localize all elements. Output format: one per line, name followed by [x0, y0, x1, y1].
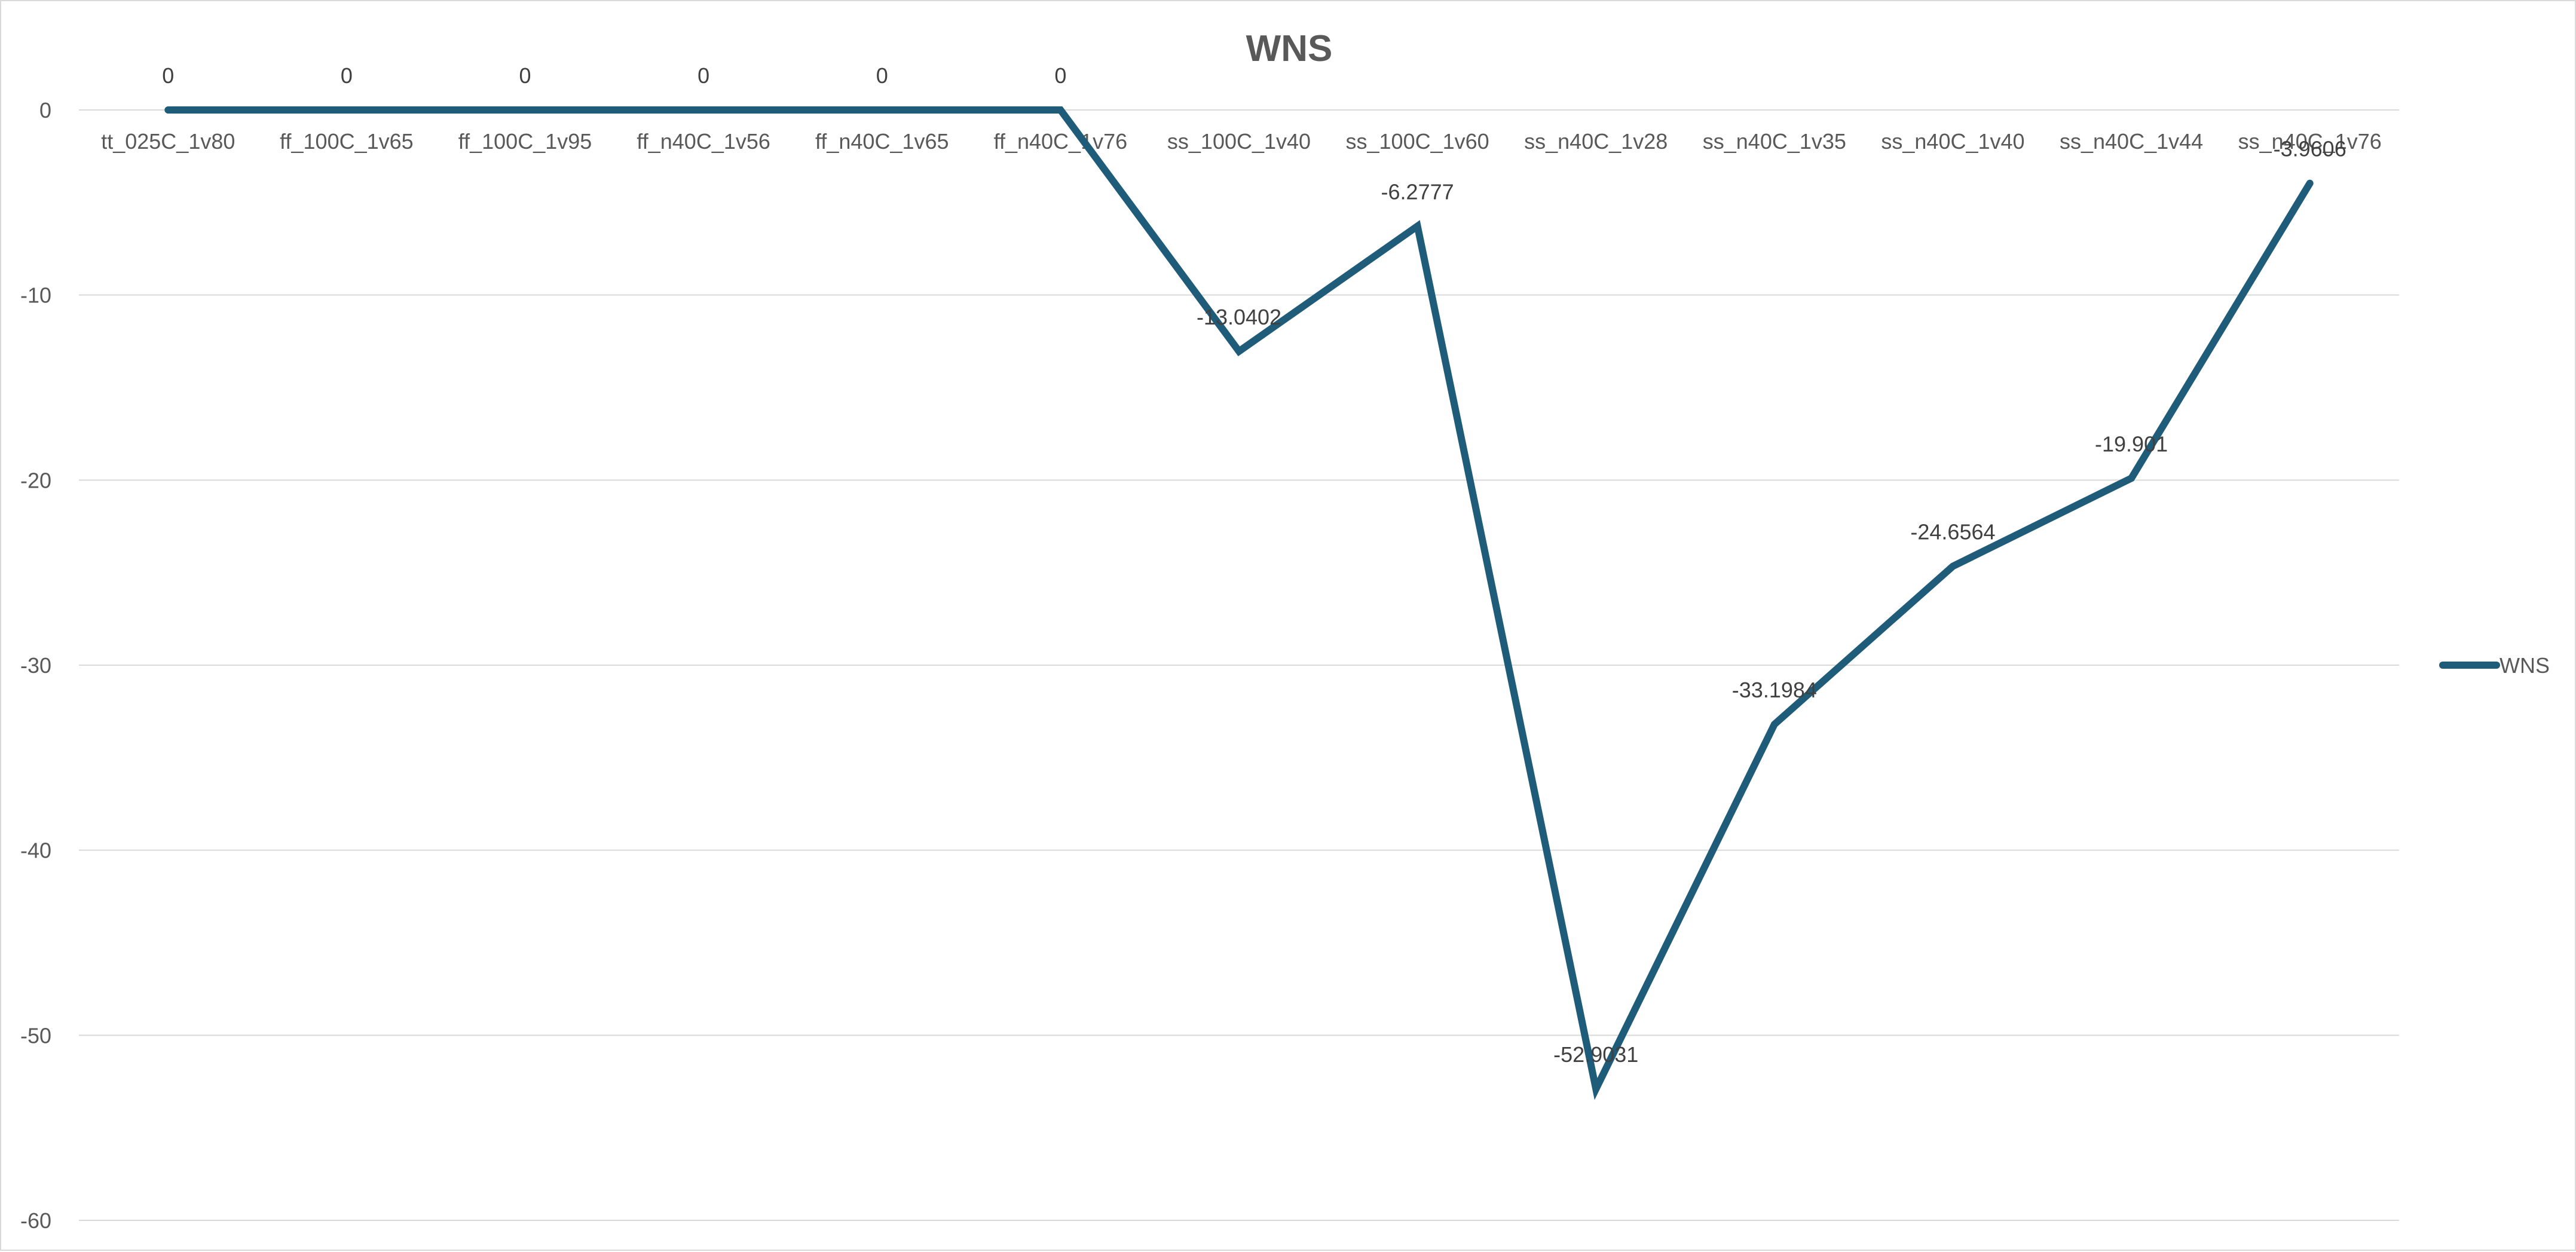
x-tick-label: ff_100C_1v95	[458, 129, 592, 154]
x-tick-label: ss_n40C_1v44	[2060, 129, 2203, 154]
data-point	[345, 109, 348, 111]
data-point	[1773, 723, 1776, 726]
series-lines	[164, 106, 2314, 1100]
data-label: -3.9606	[2274, 137, 2346, 161]
data-label: 0	[519, 63, 531, 88]
x-tick-label: ff_n40C_1v65	[815, 129, 949, 154]
x-tick-label: ss_100C_1v40	[1167, 129, 1311, 154]
data-label: 0	[876, 63, 888, 88]
x-tick-label: ss_n40C_1v35	[1703, 129, 1846, 154]
data-point	[1238, 350, 1240, 353]
data-labels: 0 0 0 0 0 0 -13.0402 -6.2777 -52.9031 -33.1984 -24…	[162, 63, 2346, 1067]
y-tick-label: -20	[20, 468, 51, 492]
data-point	[702, 109, 705, 111]
data-point	[167, 109, 170, 111]
x-tick-label: ss_n40C_1v28	[1524, 129, 1668, 154]
y-tick-label: -60	[20, 1208, 51, 1233]
y-tick-label: -40	[20, 838, 51, 863]
data-label: 0	[341, 63, 353, 88]
y-tick-label: -50	[20, 1023, 51, 1048]
y-axis-tick-labels: 0 -10 -20 -30 -40 -50 -60	[20, 98, 51, 1233]
data-point	[524, 109, 527, 111]
data-point	[1595, 1088, 1598, 1091]
y-tick-label: -30	[20, 653, 51, 678]
data-label: -6.2777	[1381, 179, 1454, 204]
data-point	[1059, 109, 1062, 111]
x-tick-label: tt_025C_1v80	[101, 129, 235, 154]
chart-title: WNS	[1246, 28, 1333, 69]
data-label: -33.1984	[1732, 678, 1817, 702]
gridlines	[79, 109, 2399, 1221]
x-tick-label: ss_n40C_1v40	[1881, 129, 2024, 154]
data-label: 0	[697, 63, 709, 88]
data-label: 0	[162, 63, 174, 88]
data-label: -19.901	[2095, 431, 2168, 456]
x-tick-label: ss_100C_1v60	[1346, 129, 1489, 154]
data-point	[1416, 225, 1419, 228]
data-label: -24.6564	[1910, 520, 1995, 544]
legend-entry: WNS	[2499, 653, 2550, 678]
x-axis-tick-labels: tt_025C_1v80 ff_100C_1v65 ff_100C_1v95 ff_n…	[101, 129, 2382, 154]
data-label: -52.9031	[1553, 1042, 1638, 1067]
y-tick-label: -10	[20, 283, 51, 308]
legend: WNS	[2439, 653, 2550, 678]
data-point	[2308, 182, 2311, 185]
data-label: 0	[1054, 63, 1066, 88]
x-tick-label: ff_100C_1v65	[280, 129, 414, 154]
data-label: -13.0402	[1197, 305, 1281, 329]
data-point	[880, 109, 883, 111]
series-line	[164, 106, 2314, 1100]
x-tick-label: ff_n40C_1v76	[994, 129, 1128, 154]
x-tick-label: ss_n40C_1v76	[2238, 129, 2382, 154]
data-point	[1951, 565, 1954, 568]
y-tick-label: 0	[39, 98, 51, 123]
data-point	[2130, 477, 2133, 480]
x-tick-label: ff_n40C_1v56	[637, 129, 770, 154]
